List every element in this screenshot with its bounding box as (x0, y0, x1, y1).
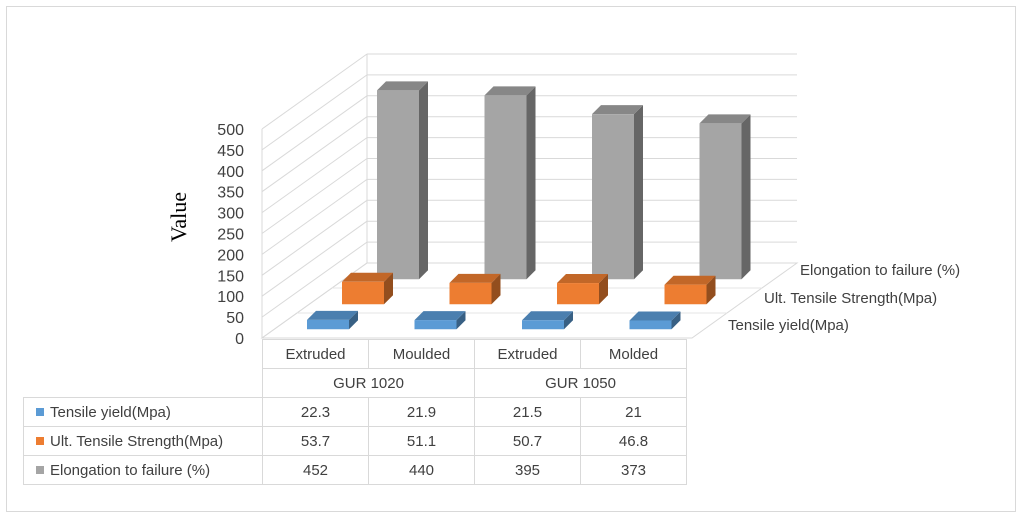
group-label: GUR 1020 (262, 368, 475, 398)
data-table: Extruded Moulded Extruded Molded GUR 102… (23, 339, 687, 485)
bar-side (419, 81, 428, 280)
bar-top (377, 81, 428, 91)
table-value: 21.5 (474, 397, 581, 427)
y-tick-label: 100 (217, 289, 244, 306)
table-corner (24, 369, 263, 398)
bar (414, 320, 457, 330)
bar-top (484, 86, 536, 96)
legend-entry: Ult. Tensile Strength(Mpa) (23, 426, 263, 456)
side-gridline (261, 178, 368, 255)
side-gridline (261, 158, 368, 234)
bar-side (384, 272, 393, 305)
bar (342, 281, 384, 305)
side-gridline (261, 53, 368, 130)
side-gridline (261, 116, 368, 193)
legend-swatch-gray (36, 465, 44, 474)
side-gridline (261, 137, 368, 214)
table-value: 21.9 (368, 397, 475, 427)
bar-top (414, 311, 466, 321)
bar-top (342, 272, 393, 282)
bar-side (349, 310, 358, 330)
bar-top (629, 311, 681, 321)
y-tick-label: 200 (217, 247, 244, 264)
y-tick-label: 500 (217, 122, 244, 139)
table-value: 395 (474, 455, 581, 485)
series-axis-label: Elongation to failure (%) (800, 262, 960, 279)
legend-entry: Elongation to failure (%) (23, 455, 263, 485)
bar (592, 114, 634, 280)
y-axis-title: Value (166, 192, 191, 242)
table-row-tensile-yield: Tensile yield(Mpa) 22.3 21.9 21.5 21 (23, 397, 687, 427)
bar-side (671, 311, 681, 330)
y-tick-label: 400 (217, 164, 244, 181)
y-tick-label: 300 (217, 206, 244, 223)
legend-label: Ult. Tensile Strength(Mpa) (50, 432, 224, 450)
category-row: Extruded Moulded Extruded Molded (24, 339, 687, 369)
category-label: Extruded (474, 339, 581, 369)
table-row-ult-tensile: Ult. Tensile Strength(Mpa) 53.7 51.1 50.… (23, 426, 687, 456)
table-value: 50.7 (474, 426, 581, 456)
bar-side (526, 86, 536, 280)
bar (629, 320, 672, 330)
table-value: 21 (580, 397, 687, 427)
legend-swatch-blue (36, 407, 44, 416)
y-tick-label: 350 (217, 185, 244, 202)
legend-swatch-orange (36, 436, 44, 445)
bar-top (307, 310, 358, 320)
bar (307, 319, 349, 330)
table-value: 46.8 (580, 426, 687, 456)
bar-side (456, 311, 466, 330)
bar (484, 95, 527, 280)
bar-top (557, 274, 608, 284)
side-gridline (261, 95, 368, 172)
table-value: 22.3 (262, 397, 369, 427)
y-tick-label: 50 (226, 310, 244, 327)
y-tick-label: 450 (217, 143, 244, 160)
table-value: 373 (580, 455, 687, 485)
bar-side (599, 274, 608, 305)
legend-label: Tensile yield(Mpa) (50, 403, 171, 421)
table-value: 452 (262, 455, 369, 485)
legend-entry: Tensile yield(Mpa) (23, 397, 263, 427)
bar-top (664, 275, 716, 285)
bar-top (592, 105, 643, 115)
series-axis-label: Ult. Tensile Strength(Mpa) (764, 290, 937, 307)
table-value: 51.1 (368, 426, 475, 456)
category-label: Molded (580, 339, 687, 369)
bar-side (706, 275, 716, 305)
bar (522, 320, 564, 330)
legend-label: Elongation to failure (%) (50, 461, 211, 479)
bar (377, 90, 419, 280)
side-gridline (261, 74, 368, 151)
table-value: 440 (368, 455, 475, 485)
side-gridline (261, 199, 368, 276)
group-row: GUR 1020 GUR 1050 (24, 368, 687, 398)
y-tick-label: 250 (217, 227, 244, 244)
side-gridline (261, 241, 368, 318)
side-gridline (261, 220, 368, 297)
bar-top (449, 273, 501, 283)
bar (449, 282, 492, 305)
bar (664, 284, 707, 305)
y-tick-label: 0 (235, 331, 244, 348)
table-value: 53.7 (262, 426, 369, 456)
table-corner (24, 340, 263, 369)
bar (699, 123, 742, 280)
bar-top (522, 311, 573, 321)
series-axis-label: Tensile yield(Mpa) (728, 317, 849, 334)
category-label: Extruded (262, 339, 369, 369)
bar-top (699, 114, 751, 124)
bar-side (741, 114, 751, 280)
bar-side (634, 105, 643, 280)
bar (557, 283, 599, 305)
bar-side (564, 311, 573, 330)
table-row-elongation: Elongation to failure (%) 452 440 395 37… (23, 455, 687, 485)
bar-side (491, 273, 501, 305)
category-label: Moulded (368, 339, 475, 369)
group-label: GUR 1050 (474, 368, 687, 398)
y-tick-label: 150 (217, 268, 244, 285)
